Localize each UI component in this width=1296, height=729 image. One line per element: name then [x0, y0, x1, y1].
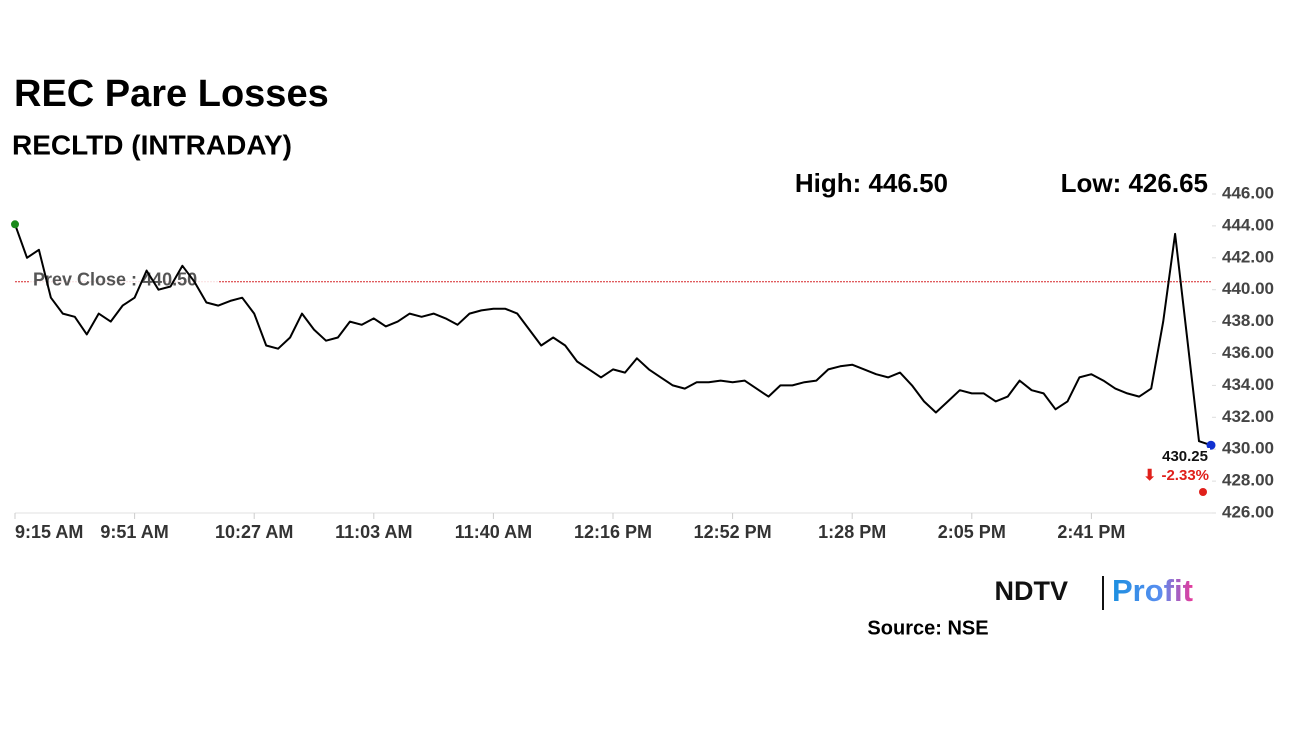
change-label: -2.33% — [1161, 467, 1209, 484]
y-tick-label: 430.00 — [1222, 439, 1274, 458]
start-point — [11, 220, 19, 229]
x-tick-label: 2:41 PM — [1057, 522, 1125, 542]
x-tick-label: 9:15 AM — [15, 522, 83, 542]
x-tick-label: 12:16 PM — [574, 522, 652, 542]
y-tick-label: 426.00 — [1222, 502, 1274, 521]
brand-profit: Profit — [1112, 573, 1193, 608]
high-label: High: 446.50 — [795, 168, 948, 198]
low-label: Low: 426.65 — [1061, 168, 1208, 198]
y-tick-label: 432.00 — [1222, 407, 1274, 426]
x-tick-label: 11:03 AM — [335, 522, 412, 542]
y-tick-label: 446.00 — [1222, 183, 1274, 202]
x-tick-label: 10:27 AM — [215, 522, 293, 542]
annotation-bg — [1150, 448, 1210, 466]
end-point — [1206, 440, 1216, 450]
x-tick-label: 2:05 PM — [938, 522, 1006, 542]
last-price-label: 430.25 — [1162, 448, 1208, 465]
chart-subtitle: RECLTD (INTRADAY) — [12, 129, 292, 160]
brand-ndtv: NDTV — [995, 576, 1069, 606]
y-tick-label: 438.00 — [1222, 311, 1274, 330]
y-tick-label: 444.00 — [1222, 215, 1274, 234]
down-arrow: ⬇ — [1143, 467, 1156, 484]
y-tick-label: 428.00 — [1222, 471, 1274, 490]
y-tick-label: 434.00 — [1222, 375, 1274, 394]
chart-title: REC Pare Losses — [14, 73, 329, 115]
x-tick-label: 1:28 PM — [818, 522, 886, 542]
y-tick-label: 436.00 — [1222, 343, 1274, 362]
x-tick-label: 11:40 AM — [455, 522, 532, 542]
source: Source: NSE — [867, 617, 988, 639]
prev-close-label: Prev Close : 440.50 — [33, 269, 197, 289]
change-dot — [1199, 488, 1207, 496]
price-line — [14, 223, 1212, 447]
x-tick-label: 9:51 AM — [100, 522, 168, 542]
x-tick-label: 12:52 PM — [694, 522, 772, 542]
y-tick-label: 442.00 — [1222, 247, 1274, 266]
y-tick-label: 440.00 — [1222, 279, 1274, 298]
